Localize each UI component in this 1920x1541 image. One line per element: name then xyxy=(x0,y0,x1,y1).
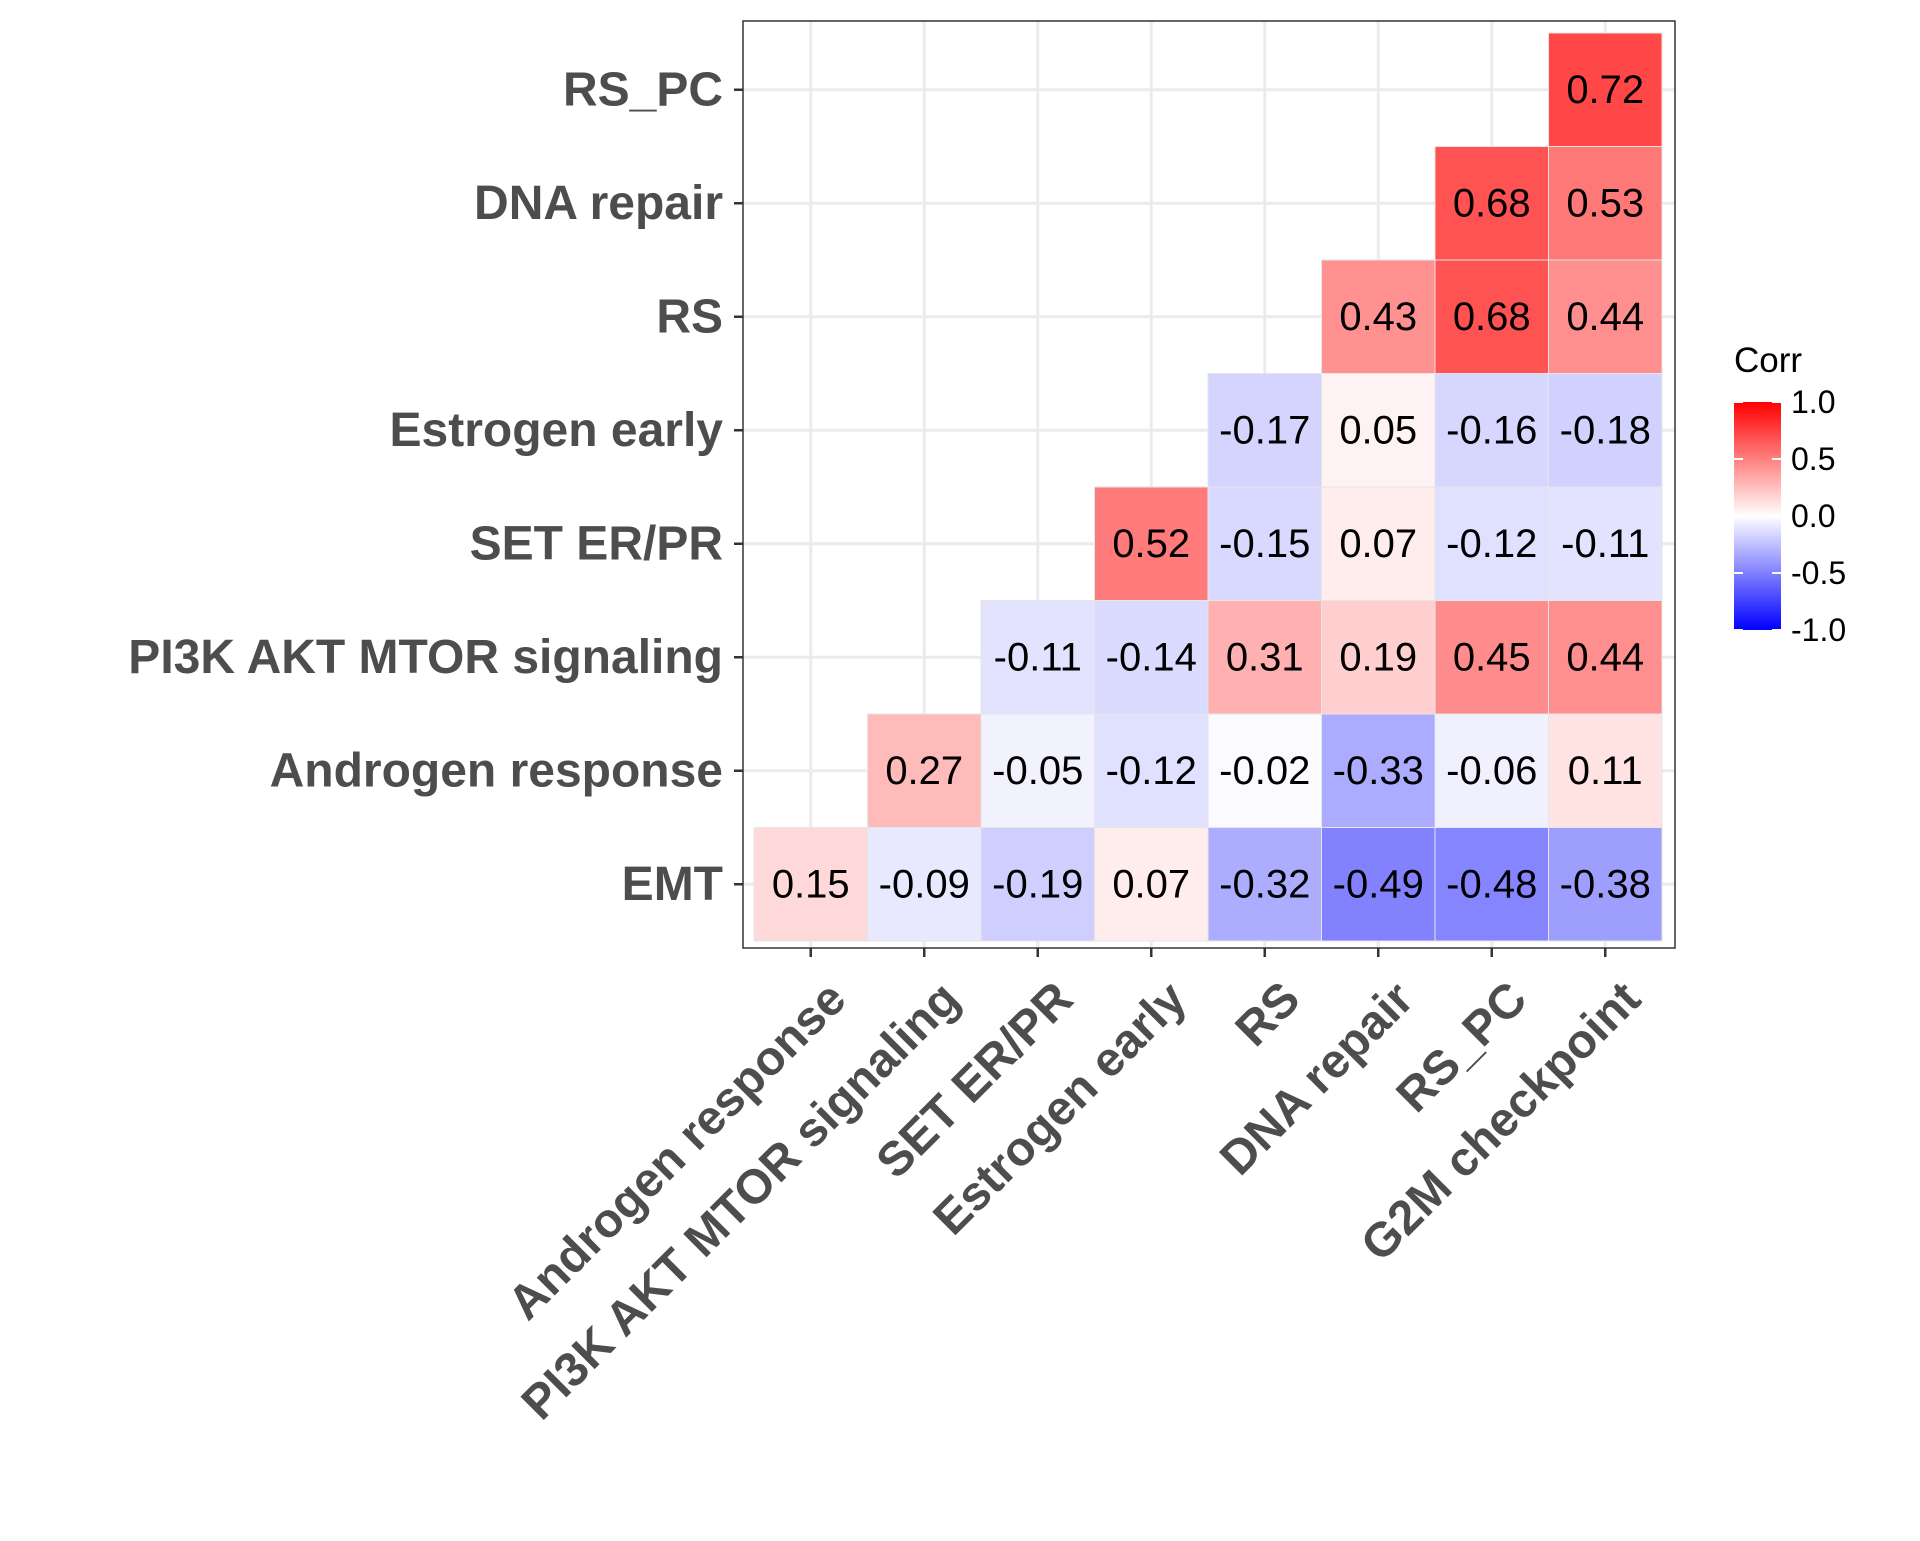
heatmap-cell-emt-pi3k-akt-mtor-signaling xyxy=(867,827,982,942)
cell-value-label: 0.44 xyxy=(1566,635,1644,679)
cell-value-label: 0.43 xyxy=(1339,295,1417,339)
heatmap-cell-emt-androgen-response xyxy=(753,827,868,942)
cell-value-label: -0.38 xyxy=(1560,862,1651,906)
heatmap-cell-estrogen-early-rs xyxy=(1207,373,1322,488)
cell-value-label: -0.16 xyxy=(1446,408,1537,452)
cell-value-label: -0.48 xyxy=(1446,862,1537,906)
heatmap-cell-androgen-response-set-er-pr xyxy=(980,713,1095,828)
cell-value-labels: 0.15 -0.09 -0.19 0.07 -0.32 -0.49 -0.48 -0.38 0.… xyxy=(772,68,1651,907)
legend-ticks: 1.0 0.5 0.0 -0.5 -1.0 xyxy=(1734,384,1846,648)
cell-value-label: 0.31 xyxy=(1226,635,1304,679)
heatmap-cell-set-er-pr-estrogen-early xyxy=(1094,486,1209,601)
heatmap-cell-androgen-response-pi3k-akt-mtor-signaling xyxy=(867,713,982,828)
cell-value-label: -0.02 xyxy=(1219,749,1310,793)
heatmap-cell-emt-rs-pc xyxy=(1434,827,1549,942)
cell-value-label: -0.17 xyxy=(1219,408,1310,452)
x-tick-label-rs: RS xyxy=(1226,972,1311,1057)
legend-tick-label: -0.5 xyxy=(1791,555,1846,591)
y-tick-label-rs: RS xyxy=(656,290,723,343)
cell-value-label: 0.11 xyxy=(1568,749,1643,793)
x-tick-label-pi3k-akt-mtor-signaling: PI3K AKT MTOR signaling xyxy=(512,972,970,1430)
color-legend: Corr 1.0 0.5 0.0 -0.5 -1.0 xyxy=(1734,341,1846,648)
legend-tick-label: 0.5 xyxy=(1791,441,1835,477)
cell-value-label: -0.15 xyxy=(1219,522,1310,566)
cell-value-label: -0.11 xyxy=(1561,522,1649,566)
legend-tick-label: 0.0 xyxy=(1791,498,1835,534)
cell-value-label: -0.05 xyxy=(992,749,1083,793)
heatmap-cell-androgen-response-estrogen-early xyxy=(1094,713,1209,828)
heatmap-cells xyxy=(753,32,1663,942)
heatmap-cell-dna-repair-rs-pc xyxy=(1434,146,1549,261)
legend-tick-label: -1.0 xyxy=(1791,612,1846,648)
heatmap-cell-pi3k-akt-mtor-signaling-g2m-checkpoint xyxy=(1548,600,1663,715)
heatmap-cell-pi3k-akt-mtor-signaling-estrogen-early xyxy=(1094,600,1209,715)
cell-value-label: -0.11 xyxy=(994,635,1082,679)
heatmap-cell-pi3k-akt-mtor-signaling-rs xyxy=(1207,600,1322,715)
legend-tick-label: 1.0 xyxy=(1791,384,1835,420)
cell-value-label: 0.07 xyxy=(1112,862,1190,906)
heatmap-cell-dna-repair-g2m-checkpoint xyxy=(1548,146,1663,261)
heatmap-cell-rs-dna-repair xyxy=(1321,259,1436,374)
heatmap-cell-emt-rs xyxy=(1207,827,1322,942)
panel-border xyxy=(742,20,1676,949)
cell-value-label: 0.45 xyxy=(1453,635,1531,679)
heatmap-cell-estrogen-early-g2m-checkpoint xyxy=(1548,373,1663,488)
y-tick-label-estrogen-early: Estrogen early xyxy=(390,404,724,457)
heatmap-cell-emt-estrogen-early xyxy=(1094,827,1209,942)
legend-title: Corr xyxy=(1734,341,1802,380)
cell-value-label: -0.33 xyxy=(1333,749,1424,793)
y-tick-label-emt: EMT xyxy=(622,858,723,911)
cell-value-label: 0.68 xyxy=(1453,295,1531,339)
cell-value-label: 0.27 xyxy=(885,749,963,793)
heatmap-cell-pi3k-akt-mtor-signaling-set-er-pr xyxy=(980,600,1095,715)
heatmap-cell-emt-dna-repair xyxy=(1321,827,1436,942)
heatmap-cell-set-er-pr-g2m-checkpoint xyxy=(1548,486,1663,601)
heatmap-cell-pi3k-akt-mtor-signaling-dna-repair xyxy=(1321,600,1436,715)
cell-value-label: 0.19 xyxy=(1339,635,1417,679)
y-tick-label-androgen-response: Androgen response xyxy=(270,744,723,797)
cell-value-label: -0.19 xyxy=(992,862,1083,906)
heatmap-cell-rs-rs-pc xyxy=(1434,259,1549,374)
heatmap-cell-androgen-response-rs-pc xyxy=(1434,713,1549,828)
cell-value-label: -0.32 xyxy=(1219,862,1310,906)
heatmap-cell-androgen-response-g2m-checkpoint xyxy=(1548,713,1663,828)
heatmap-cell-androgen-response-rs xyxy=(1207,713,1322,828)
y-tick-label-dna-repair: DNA repair xyxy=(474,177,723,230)
y-axis: EMT Androgen response PI3K AKT MTOR signal… xyxy=(128,63,743,911)
heatmap-cell-emt-set-er-pr xyxy=(980,827,1095,942)
cell-value-label: 0.72 xyxy=(1566,68,1644,112)
cell-value-label: -0.18 xyxy=(1560,408,1651,452)
y-tick-label-pi3k-akt-mtor-signaling: PI3K AKT MTOR signaling xyxy=(128,631,723,684)
cell-value-label: -0.09 xyxy=(879,862,970,906)
cell-value-label: 0.15 xyxy=(772,862,850,906)
cell-value-label: 0.44 xyxy=(1566,295,1644,339)
cell-value-label: -0.12 xyxy=(1446,522,1537,566)
heatmap-cell-androgen-response-dna-repair xyxy=(1321,713,1436,828)
cell-value-label: -0.49 xyxy=(1333,862,1424,906)
cell-value-label: 0.05 xyxy=(1339,408,1417,452)
cell-value-label: -0.14 xyxy=(1106,635,1197,679)
heatmap-cell-emt-g2m-checkpoint xyxy=(1548,827,1663,942)
cell-value-label: 0.52 xyxy=(1112,522,1190,566)
heatmap-cell-pi3k-akt-mtor-signaling-rs-pc xyxy=(1434,600,1549,715)
cell-value-label: 0.68 xyxy=(1453,181,1531,225)
y-tick-label-set-er-pr: SET ER/PR xyxy=(470,517,723,570)
heatmap-cell-set-er-pr-rs xyxy=(1207,486,1322,601)
cell-value-label: 0.53 xyxy=(1566,181,1644,225)
cell-value-label: -0.06 xyxy=(1446,749,1537,793)
heatmap-cell-rs-pc-g2m-checkpoint xyxy=(1548,32,1663,147)
cell-value-label: -0.12 xyxy=(1106,749,1197,793)
heatmap-cell-estrogen-early-dna-repair xyxy=(1321,373,1436,488)
y-tick-label-rs-pc: RS_PC xyxy=(563,63,723,116)
cell-value-label: 0.07 xyxy=(1339,522,1417,566)
